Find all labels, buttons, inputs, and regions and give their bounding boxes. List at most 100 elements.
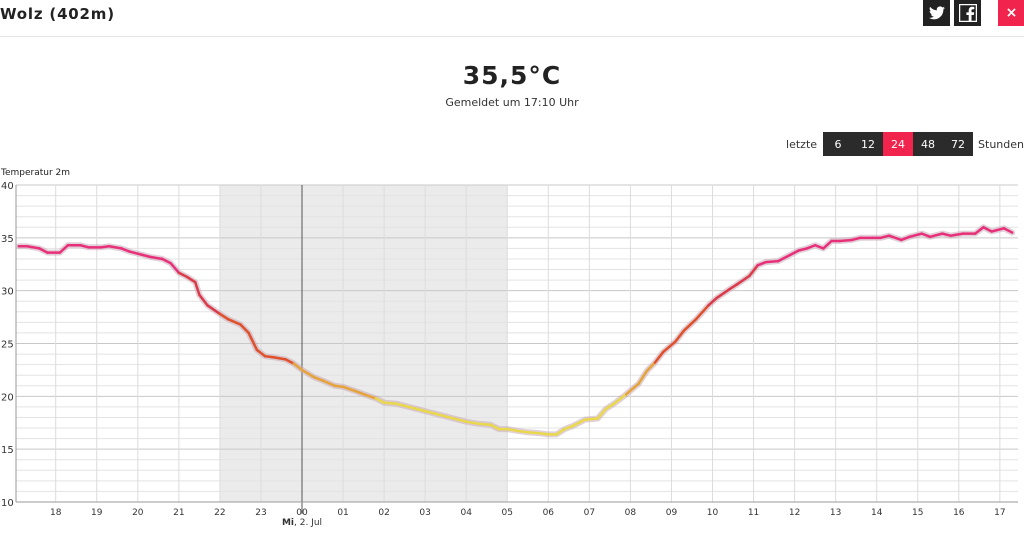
series-segment <box>79 243 90 249</box>
x-tick-label: 18 <box>50 508 62 518</box>
x-tick-label: 04 <box>460 508 472 518</box>
series-segment <box>300 368 316 379</box>
y-tick-label: 15 <box>1 445 14 456</box>
series-segment <box>518 429 530 434</box>
series-segment <box>194 280 201 297</box>
series-segment <box>563 424 575 431</box>
series-segment <box>382 401 398 405</box>
x-tick-label: 05 <box>502 508 513 518</box>
series-segment <box>727 283 739 291</box>
range-72-button[interactable]: 72 <box>943 132 974 156</box>
series-segment <box>255 348 267 358</box>
series-segment <box>239 323 250 335</box>
header-divider <box>0 36 1024 37</box>
range-24-button[interactable]: 24 <box>883 132 914 156</box>
series-segment <box>990 227 1006 233</box>
x-tick-label: 09 <box>666 508 678 518</box>
series-segment <box>596 407 608 420</box>
series-segment <box>625 382 640 396</box>
y-tick-label: 25 <box>1 340 14 351</box>
series-segment <box>354 389 365 396</box>
twitter-share-button[interactable] <box>923 0 950 26</box>
x-tick-label: 14 <box>871 508 883 518</box>
series-segment <box>661 340 677 354</box>
series-segment <box>362 392 378 400</box>
series-segment <box>748 264 759 278</box>
series-segment <box>198 293 209 307</box>
series-segment <box>436 413 447 418</box>
y-tick-label: 35 <box>1 234 14 245</box>
series-segment <box>555 427 566 436</box>
x-tick-label: 12 <box>789 508 800 518</box>
series-segment <box>218 312 230 321</box>
x-tick-label: 22 <box>214 508 225 518</box>
range-prefix-label: letzte <box>786 137 818 151</box>
series-segment <box>206 304 222 316</box>
series-segment <box>464 420 480 426</box>
series-segment <box>526 431 542 435</box>
current-temperature: 35,5°C <box>462 61 562 90</box>
series-segment <box>161 257 172 265</box>
series-segment <box>674 329 686 343</box>
series-segment <box>645 361 657 373</box>
range-12-button[interactable]: 12 <box>853 132 884 156</box>
station-title: Wolz (402m) <box>0 5 115 23</box>
series-segment <box>169 261 181 274</box>
range-suffix-label: Stunden <box>978 137 1024 151</box>
series-segment <box>715 288 731 300</box>
y-tick-label: 20 <box>1 392 14 403</box>
series-segment <box>682 317 698 333</box>
series-segment <box>403 404 419 411</box>
series-segment <box>805 243 817 250</box>
series-segment <box>776 253 792 263</box>
x-tick-label: 11 <box>748 508 759 518</box>
x-tick-label: 00 <box>296 508 308 518</box>
series-segment <box>140 253 152 259</box>
series-segment <box>949 232 965 237</box>
series-segment <box>477 422 493 427</box>
series-segment <box>506 427 521 433</box>
x-tick-label: 02 <box>378 508 389 518</box>
x-tick-label: 17 <box>994 508 1005 518</box>
series-segment <box>822 239 833 250</box>
series-segment <box>973 226 985 235</box>
series-segment <box>177 271 189 279</box>
range-6-button[interactable]: 6 <box>823 132 854 156</box>
series-glow <box>15 224 1016 438</box>
x-tick-label: 03 <box>419 508 430 518</box>
close-button[interactable]: × <box>998 0 1024 26</box>
series-segment <box>415 407 427 413</box>
series-segment <box>185 275 197 284</box>
series-segment <box>333 384 345 389</box>
facebook-share-button[interactable] <box>954 0 981 26</box>
series-segment <box>612 392 628 405</box>
series-segment <box>99 245 111 249</box>
series-segment <box>789 249 800 256</box>
series-segment <box>226 317 242 326</box>
y-tick-label: 30 <box>1 287 14 298</box>
series-segment <box>941 232 952 237</box>
series-segment <box>813 243 825 250</box>
y-tick-label: 10 <box>1 498 14 509</box>
x-tick-label: 07 <box>584 508 595 518</box>
series-segment <box>120 247 131 253</box>
series-segment <box>707 296 718 307</box>
series-segment <box>272 355 287 361</box>
series-segment <box>247 331 259 352</box>
series-segment <box>850 236 862 242</box>
series-segment <box>735 274 751 286</box>
reported-time: Gemeldet um 17:10 Uhr <box>445 96 579 109</box>
series-segment <box>456 418 468 423</box>
x-tick-label: 19 <box>91 508 103 518</box>
series-segment <box>538 432 550 436</box>
x-tick-label: 13 <box>830 508 841 518</box>
series-segment <box>148 255 164 261</box>
series-segment <box>374 397 386 404</box>
series-segment <box>38 247 49 254</box>
x-tick-label: 01 <box>337 508 348 518</box>
range-48-button[interactable]: 48 <box>913 132 944 156</box>
series-segment <box>58 243 70 254</box>
series-segment <box>284 358 296 365</box>
twitter-icon <box>928 6 945 20</box>
